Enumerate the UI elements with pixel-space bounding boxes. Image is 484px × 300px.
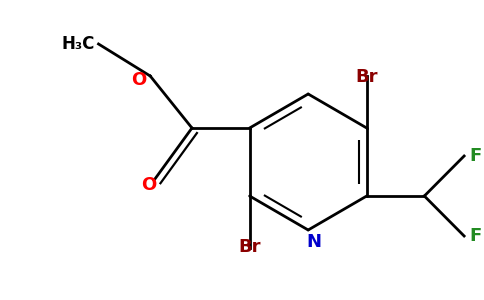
Text: O: O	[142, 176, 157, 194]
Text: H₃C: H₃C	[61, 35, 94, 53]
Text: O: O	[131, 71, 146, 89]
Text: F: F	[469, 227, 482, 245]
Text: N: N	[307, 233, 322, 251]
Text: F: F	[469, 147, 482, 165]
Text: Br: Br	[355, 68, 378, 86]
Text: Br: Br	[239, 238, 261, 256]
